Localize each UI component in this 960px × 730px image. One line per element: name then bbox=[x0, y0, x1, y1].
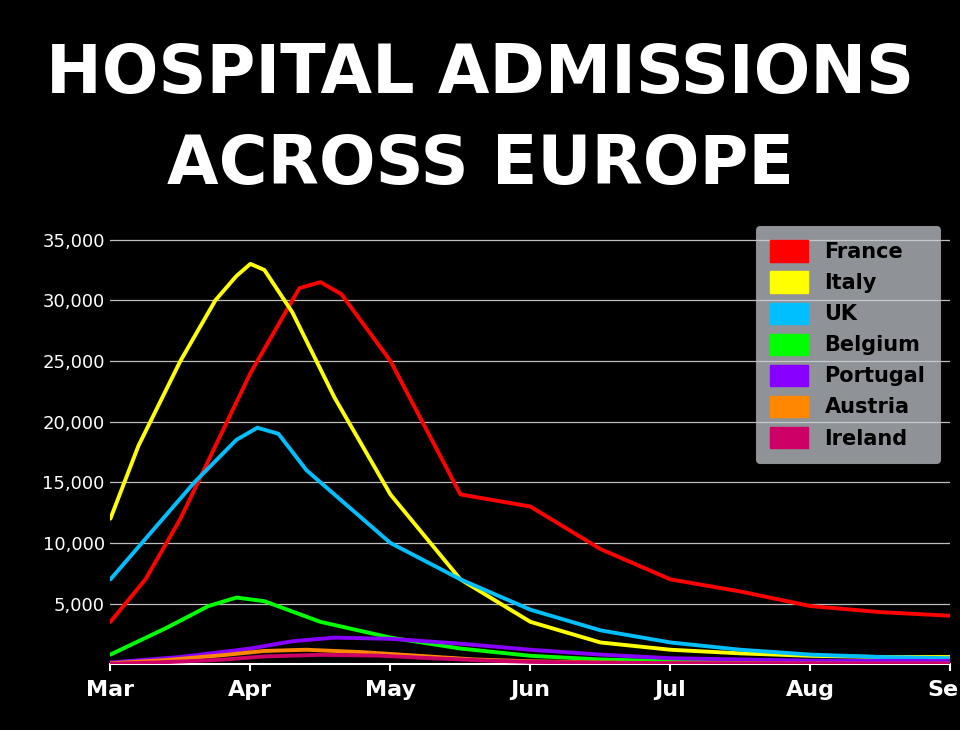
Text: HOSPITAL ADMISSIONS: HOSPITAL ADMISSIONS bbox=[46, 42, 914, 107]
Legend: France, Italy, UK, Belgium, Portugal, Austria, Ireland: France, Italy, UK, Belgium, Portugal, Au… bbox=[756, 226, 940, 463]
Text: ACROSS EUROPE: ACROSS EUROPE bbox=[167, 131, 793, 198]
